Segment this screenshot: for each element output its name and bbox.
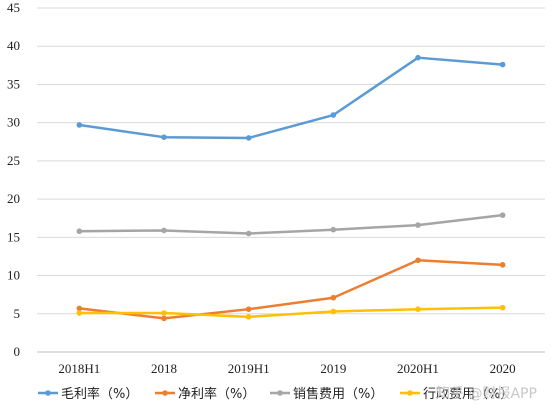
legend-swatch-marker	[277, 390, 283, 396]
data-point	[330, 226, 337, 233]
data-point	[499, 212, 506, 218]
series-line-1	[78, 259, 504, 320]
legend: 毛利率（%） 净利率（%） 销售费用（%） 行政费用（%）	[38, 386, 513, 402]
y-tick-label: 5	[14, 306, 21, 321]
x-tick-label: 2019	[320, 361, 346, 376]
data-point	[330, 112, 337, 118]
data-point	[245, 314, 252, 320]
data-point	[415, 222, 421, 228]
y-tick-label: 45	[7, 0, 20, 15]
x-tick-label: 2020	[490, 361, 516, 376]
data-point	[161, 227, 167, 234]
x-tick-label: 2018H1	[58, 361, 100, 376]
legend-swatch-marker	[162, 390, 168, 396]
data-point	[76, 310, 83, 316]
y-tick-label: 0	[14, 344, 21, 359]
data-point	[499, 61, 506, 68]
series-line-3	[78, 306, 504, 319]
y-tick-label: 25	[7, 153, 20, 168]
legend-label: 毛利率（%）	[61, 386, 138, 402]
data-point	[76, 305, 83, 312]
watermark-text: 知乎 @财报APP	[436, 385, 537, 402]
data-point	[499, 304, 506, 311]
y-tick-label: 35	[7, 76, 20, 91]
y-tick-label: 10	[7, 268, 20, 283]
data-point	[330, 308, 337, 315]
data-point	[161, 134, 167, 140]
y-tick-label: 40	[7, 38, 20, 53]
y-tick-label: 30	[7, 115, 20, 130]
legend-label: 行政费用（%）	[423, 387, 513, 402]
series-line-0	[78, 56, 504, 140]
legend-label: 净利率（%）	[178, 386, 255, 402]
data-point	[245, 306, 252, 312]
x-tick-label: 2018	[151, 361, 177, 376]
legend-label: 销售费用（%）	[293, 386, 383, 402]
y-axis-tick-labels: 0 5 10 15 20 25 30 35 40 45	[7, 0, 20, 359]
data-point	[76, 122, 83, 128]
data-point	[415, 257, 421, 264]
legend-swatch-marker	[407, 390, 413, 396]
y-tick-label: 20	[7, 191, 20, 206]
x-axis-tick-labels: 2018H1 2018 2019H1 2019 2020H1 2020	[58, 361, 515, 376]
x-tick-label: 2019H1	[228, 361, 270, 376]
data-point	[499, 262, 506, 268]
data-point	[161, 310, 167, 316]
legend-swatch-marker	[45, 390, 51, 396]
series-line-2	[78, 213, 504, 235]
data-point	[245, 135, 252, 141]
series-lines	[76, 54, 506, 322]
x-tick-label: 2020H1	[397, 361, 439, 376]
data-point	[415, 54, 421, 61]
data-point	[415, 306, 421, 312]
data-point	[245, 230, 252, 237]
data-point	[330, 294, 337, 301]
data-point	[161, 315, 167, 322]
data-point	[76, 228, 83, 235]
y-tick-label: 15	[7, 229, 20, 244]
